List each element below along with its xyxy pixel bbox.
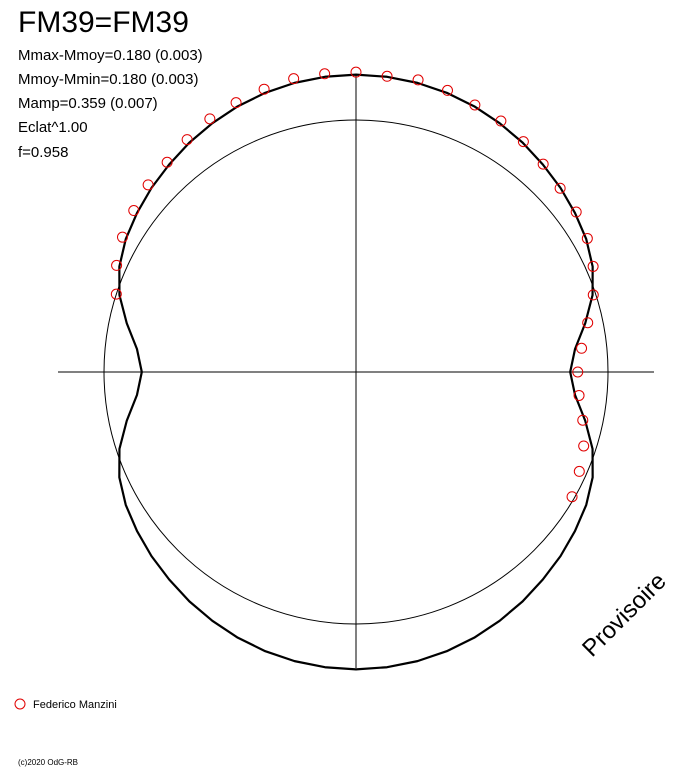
observation (537, 158, 549, 170)
observation (582, 317, 594, 329)
observation (161, 156, 173, 168)
observation (111, 259, 123, 271)
observation (350, 66, 362, 78)
observation (587, 289, 599, 301)
observation (319, 68, 331, 80)
observation (581, 232, 593, 244)
legend-label: Federico Manzini (33, 699, 117, 711)
observation (128, 205, 140, 217)
observation (288, 73, 300, 85)
observation (517, 136, 529, 148)
observation (570, 206, 582, 218)
observation (495, 115, 507, 127)
observation (204, 113, 216, 125)
observation (181, 134, 193, 146)
observation (469, 99, 481, 111)
observation (554, 182, 566, 194)
observation (142, 179, 154, 191)
model-curve (118, 73, 594, 671)
stat-line: Mamp=0.359 (0.007) (18, 95, 158, 112)
observation (381, 70, 393, 82)
stat-line: Mmoy-Mmin=0.180 (0.003) (18, 71, 198, 88)
observation (116, 231, 128, 243)
observation (230, 97, 242, 109)
observation (573, 465, 585, 477)
observation (566, 491, 578, 503)
stat-line: f=0.958 (18, 144, 68, 161)
observation (578, 440, 590, 452)
stat-line: Eclat^1.00 (18, 119, 88, 136)
observation (441, 84, 453, 96)
observation (576, 342, 588, 354)
observation (577, 414, 589, 426)
observation (587, 260, 599, 272)
legend-marker (14, 698, 26, 710)
observation (573, 389, 585, 401)
observation (412, 74, 424, 86)
observation (110, 288, 122, 300)
chart-title: FM39=FM39 (18, 6, 189, 39)
reference-circle (103, 119, 609, 625)
observation (258, 83, 270, 95)
stat-line: Mmax-Mmoy=0.180 (0.003) (18, 47, 203, 64)
observation (572, 366, 584, 378)
credit: (c)2020 OdG-RB (18, 758, 78, 767)
